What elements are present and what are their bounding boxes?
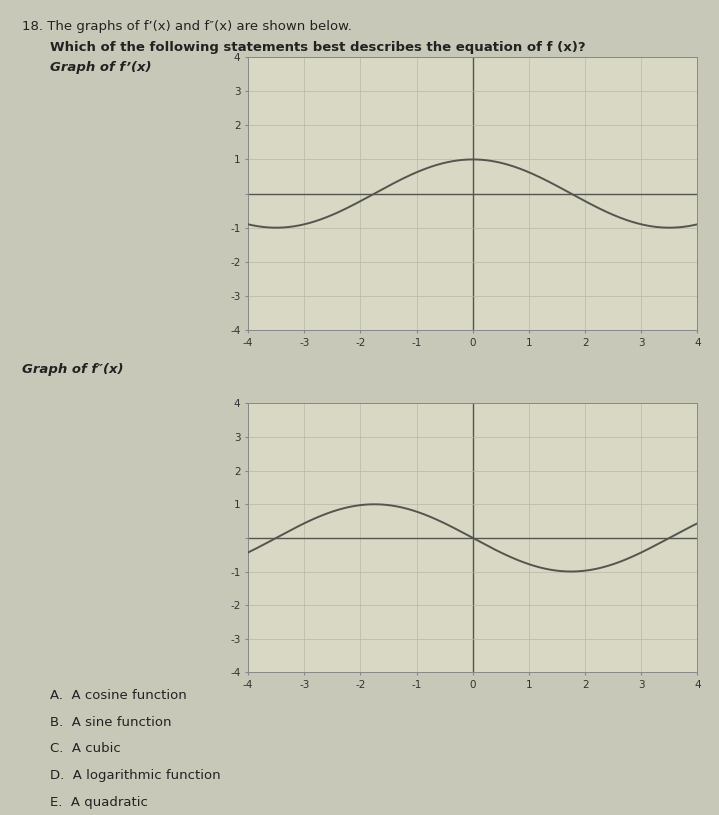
Text: Graph of f″(x): Graph of f″(x)	[22, 363, 123, 376]
Text: E.  A quadratic: E. A quadratic	[50, 796, 148, 809]
Text: A.  A cosine function: A. A cosine function	[50, 689, 187, 702]
Text: Graph of f’(x): Graph of f’(x)	[50, 61, 152, 74]
Text: Which of the following statements best describes the equation of f (x)?: Which of the following statements best d…	[50, 41, 586, 54]
Text: B.  A sine function: B. A sine function	[50, 716, 172, 729]
Text: C.  A cubic: C. A cubic	[50, 742, 121, 756]
Text: D.  A logarithmic function: D. A logarithmic function	[50, 769, 221, 782]
Text: 18. The graphs of f’(x) and f″(x) are shown below.: 18. The graphs of f’(x) and f″(x) are sh…	[22, 20, 352, 33]
